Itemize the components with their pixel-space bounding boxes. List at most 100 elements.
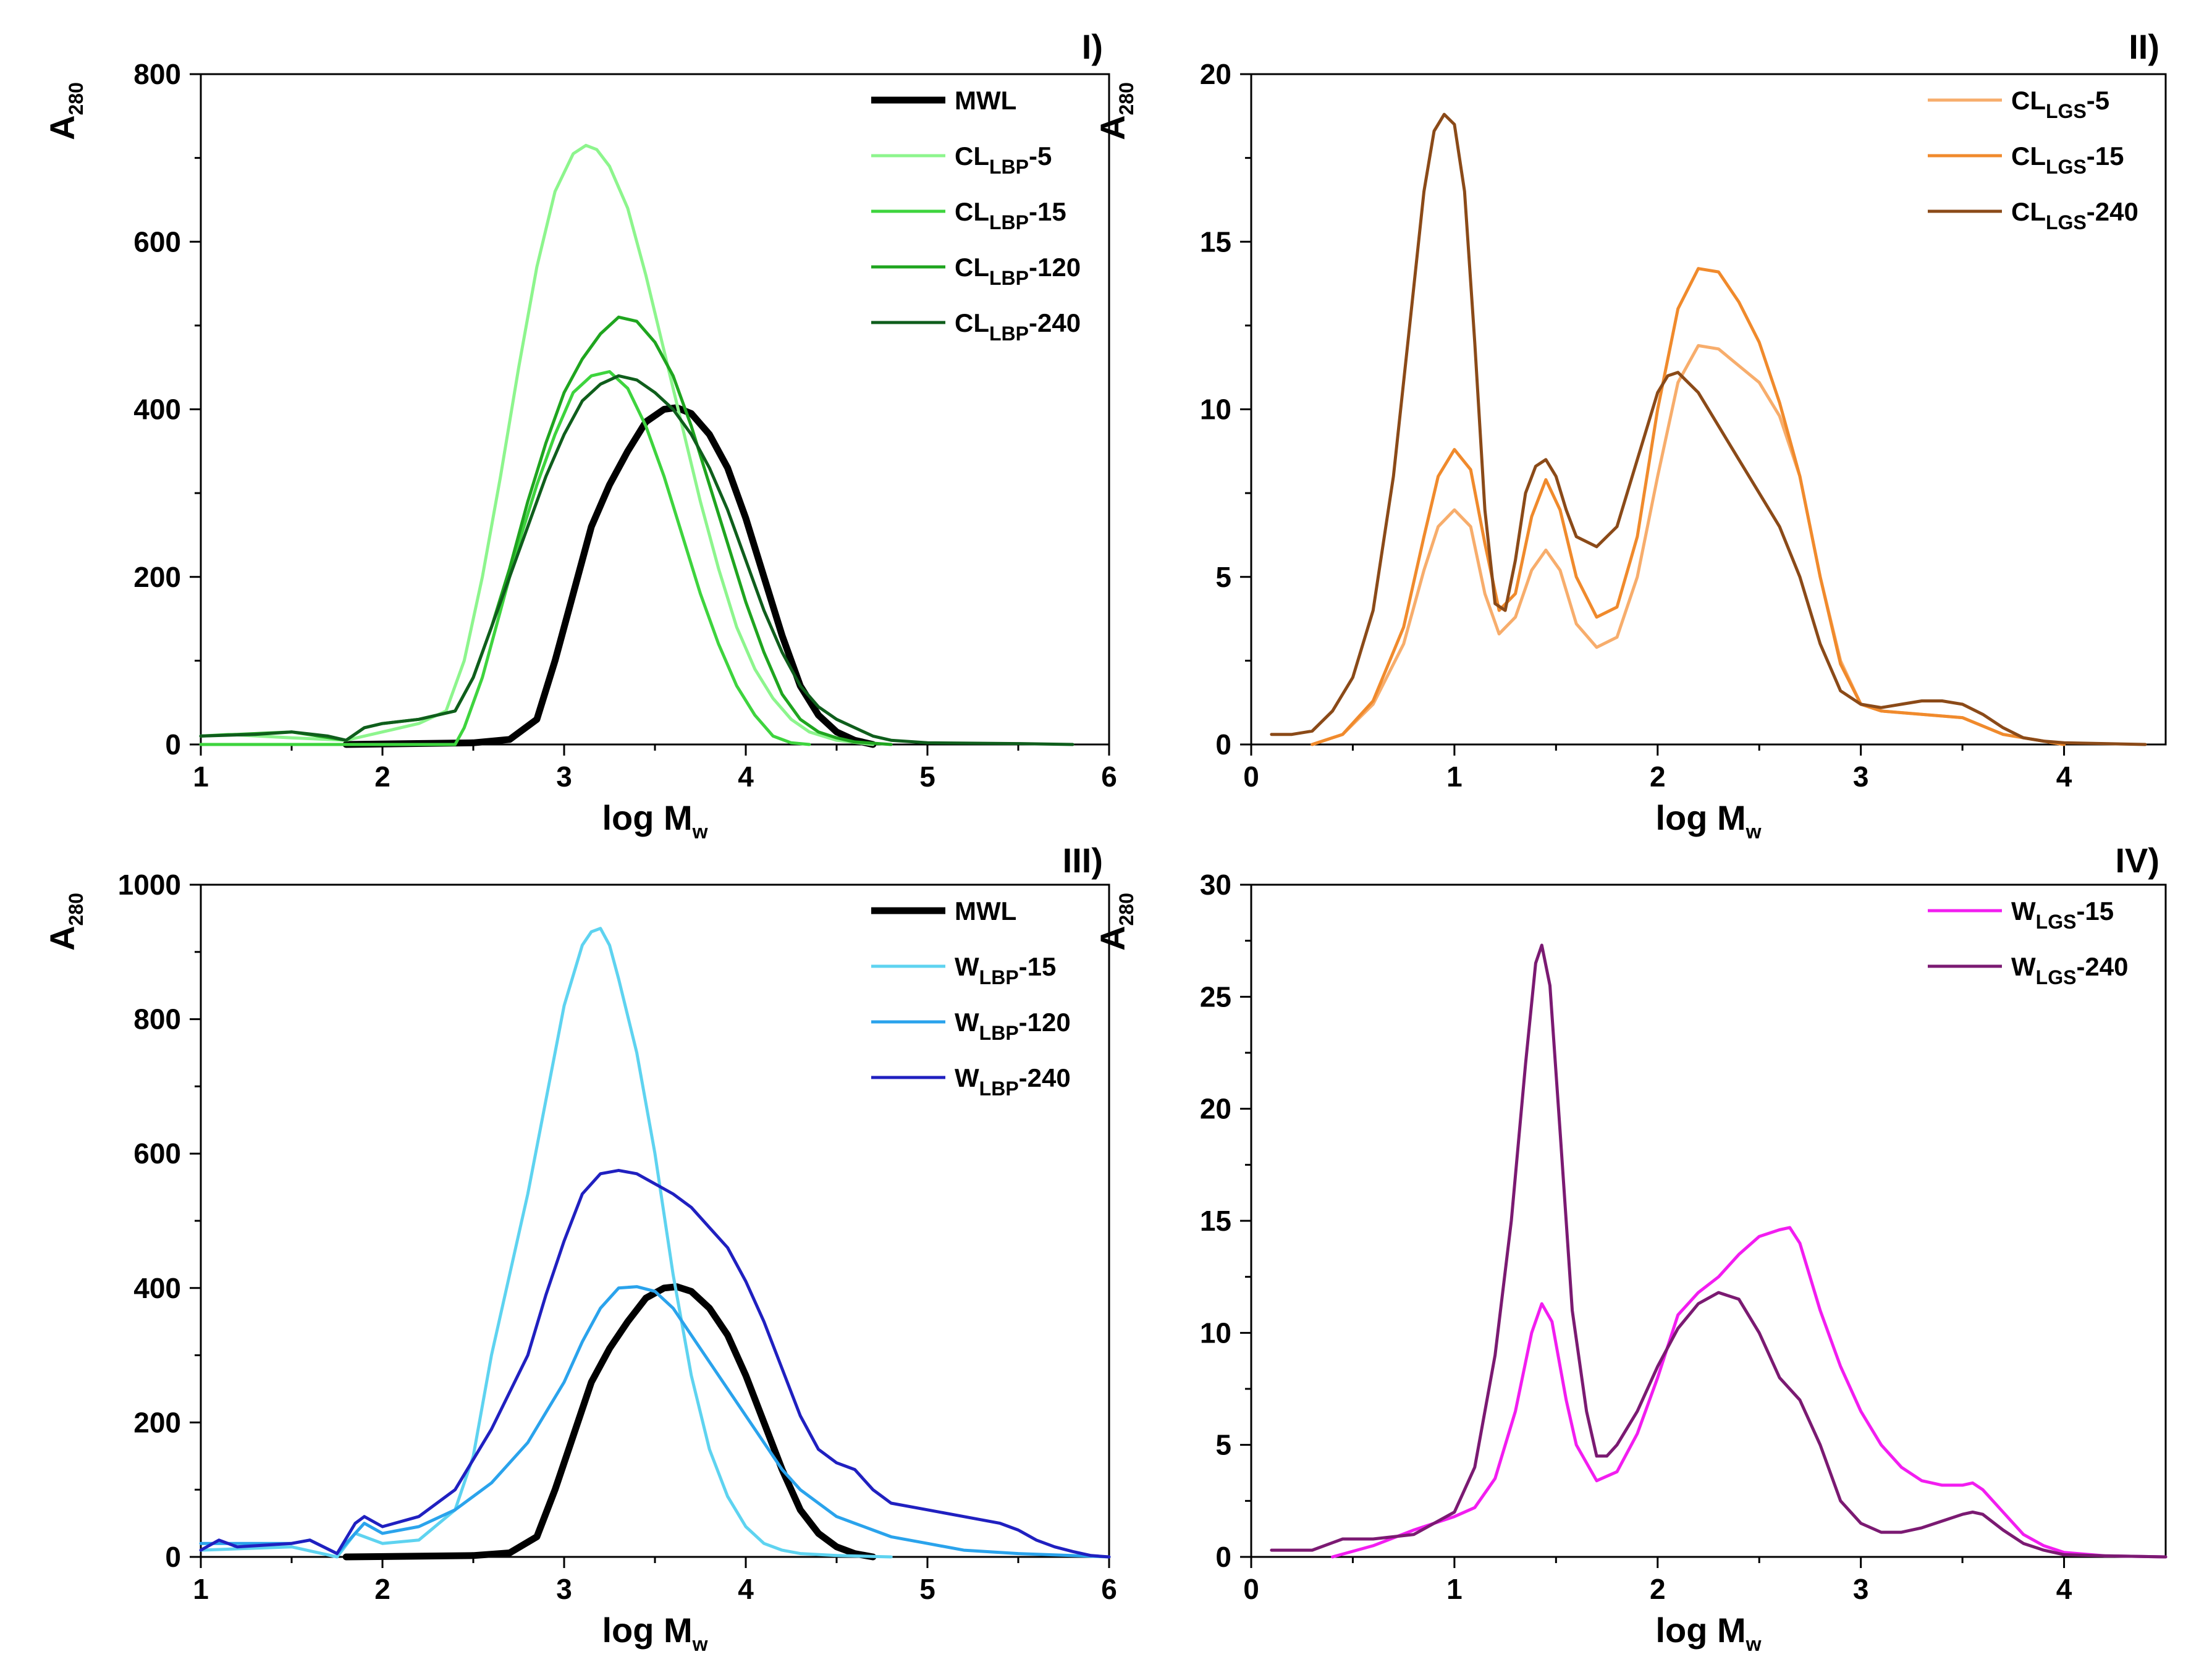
legend-item: CLLBP-240 (871, 308, 1081, 345)
legend-label-main: CL (2011, 197, 2046, 226)
x-axis-label-main: log M (602, 798, 692, 837)
legend-label: WLGS-15 (2011, 896, 2114, 933)
y-tick-label: 30 (1200, 869, 1231, 901)
legend-label-suffix: -120 (1029, 253, 1081, 282)
legend-item: MWL (871, 896, 1016, 925)
x-tick-label: 1 (1446, 1573, 1463, 1605)
y-axis-label: A280 (1093, 82, 1138, 140)
legend-item: CLLGS-5 (1928, 86, 2109, 122)
legend-label-sub: LGS (2036, 966, 2077, 989)
x-tick-label: 0 (1243, 1573, 1259, 1605)
y-tick-label: 400 (133, 394, 181, 426)
y-tick-label: 0 (1215, 1541, 1231, 1573)
x-tick-label: 5 (919, 761, 935, 793)
panel-tag: III) (1063, 841, 1103, 880)
legend-label-suffix: -5 (2087, 86, 2109, 115)
panel-tag: IV) (2115, 841, 2159, 880)
y-tick-label: 0 (165, 728, 181, 761)
legend-label: MWL (955, 86, 1016, 115)
x-tick-label: 5 (919, 1573, 935, 1605)
x-axis-label-main: log M (1655, 1611, 1746, 1650)
y-tick-label: 15 (1200, 226, 1231, 258)
legend-label-main: CL (955, 197, 989, 226)
legend-label-suffix: -240 (1029, 308, 1081, 337)
x-tick-label: 4 (2056, 761, 2072, 793)
legend-item: CLLBP-5 (871, 141, 1052, 178)
y-tick-label: 5 (1215, 561, 1231, 593)
y-axis-label: A280 (43, 82, 87, 140)
x-tick-label: 3 (556, 761, 572, 793)
legend-label-sub: LBP (989, 211, 1029, 234)
legend: WLGS-15 WLGS-240 (1928, 896, 2129, 989)
series-line-w-lbp-120 (199, 1285, 1111, 1559)
x-axis-label-main: log M (602, 1611, 692, 1650)
x-axis-label: log Mw (1655, 798, 1761, 843)
y-axis-label-sub: 280 (1115, 82, 1138, 115)
legend-label-sub: LGS (2046, 100, 2087, 122)
legend-label: WLBP-240 (955, 1063, 1071, 1100)
legend-label: CLLBP-240 (955, 308, 1081, 345)
y-tick-label: 600 (133, 226, 181, 258)
x-axis-label-main: log M (1655, 798, 1746, 837)
axes: 0 1 2 3 4 0 5 10 15 20 log Mw A280 (1093, 58, 2072, 843)
x-axis-label: log Mw (602, 1611, 707, 1655)
series-group (1270, 943, 2168, 1559)
legend-label-sub: LBP (979, 1022, 1019, 1044)
axes: 1 2 3 4 5 6 0 200 400 600 800 log Mw A280 (43, 58, 1117, 843)
x-tick-label: 2 (374, 1573, 390, 1605)
x-axis-label-sub: w (1746, 1633, 1762, 1655)
legend-item: MWL (871, 86, 1016, 115)
y-axis-label-sub: 280 (1115, 893, 1138, 925)
x-tick-label: 1 (193, 761, 209, 793)
y-axis-label-main: A (1093, 115, 1132, 140)
legend-label-main: MWL (955, 896, 1016, 925)
legend-label-main: CL (955, 253, 989, 282)
legend-label-sub: LBP (989, 156, 1029, 178)
legend-label: CLLGS-240 (2011, 197, 2138, 234)
y-tick-label: 20 (1200, 58, 1231, 90)
series-line-w-lgs-15 (1331, 1226, 2168, 1559)
series-line-cl-lbp-15 (199, 370, 811, 746)
legend-item: WLGS-240 (1928, 952, 2129, 989)
legend-item: CLLGS-240 (1928, 197, 2138, 234)
panel-tag: II) (2129, 27, 2159, 66)
y-tick-label: 20 (1200, 1093, 1231, 1125)
series-line-w-lbp-15 (199, 927, 893, 1559)
x-tick-label: 2 (374, 761, 390, 793)
legend-item: CLLBP-15 (871, 197, 1066, 234)
legend-item: WLBP-240 (871, 1063, 1071, 1100)
x-tick-label: 0 (1243, 761, 1259, 793)
legend-label-sub: LBP (989, 323, 1029, 345)
legend-label-sub: LGS (2046, 156, 2087, 178)
legend-item: WLGS-15 (1928, 896, 2114, 933)
y-axis-label-main: A (43, 115, 82, 140)
legend-item: CLLGS-15 (1928, 141, 2124, 178)
series-line-w-lbp-240 (199, 1168, 1111, 1559)
legend-label: WLBP-120 (955, 1008, 1071, 1044)
legend-label-main: MWL (955, 86, 1016, 115)
x-tick-label: 2 (1650, 1573, 1666, 1605)
legend-label-main: W (955, 952, 979, 981)
legend-label-suffix: -15 (1019, 952, 1057, 981)
legend-label: MWL (955, 896, 1016, 925)
series-line-cl-lbp-240 (199, 374, 1074, 746)
legend-label: WLGS-240 (2011, 952, 2129, 989)
legend-label-suffix: -5 (1029, 141, 1052, 171)
x-tick-label: 6 (1101, 1573, 1117, 1605)
y-axis-label: A280 (1093, 893, 1138, 951)
axes: 1 2 3 4 5 6 0 200 400 600 800 1000 log Mw A280 (43, 869, 1117, 1655)
y-axis-label-sub: 280 (65, 893, 87, 925)
y-axis-label-main: A (43, 925, 82, 950)
y-tick-label: 10 (1200, 1317, 1231, 1349)
legend-label-suffix: -240 (2076, 952, 2128, 981)
x-tick-label: 4 (738, 761, 754, 793)
legend-label-suffix: -15 (2087, 141, 2124, 171)
x-tick-label: 4 (2056, 1573, 2072, 1605)
y-tick-label: 5 (1215, 1429, 1231, 1461)
legend-label-suffix: -240 (1019, 1063, 1071, 1092)
legend-label-main: W (955, 1008, 979, 1037)
